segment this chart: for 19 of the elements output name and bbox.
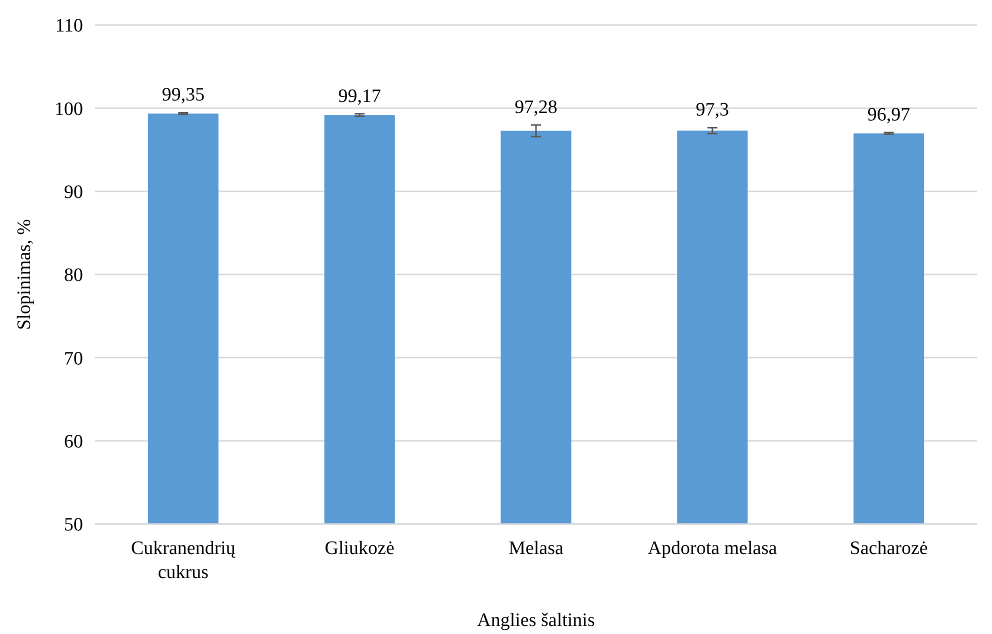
x-tick-label: Apdorota melasa (648, 538, 778, 559)
y-axis-title: Slopinimas, % (14, 218, 35, 330)
y-tick-label: 90 (64, 182, 83, 203)
y-tick-label: 70 (64, 348, 83, 370)
y-tick-label: 110 (55, 16, 83, 37)
y-tick-label: 60 (64, 431, 83, 452)
y-tick-label: 50 (64, 514, 83, 536)
data-label: 97,3 (696, 100, 730, 121)
x-tick-label: Cukranendrių cukrus (130, 538, 236, 583)
data-label: 97,28 (514, 96, 558, 118)
data-label: 99,17 (338, 86, 381, 107)
x-tick-label: Melasa (508, 538, 564, 559)
y-tick-label: 100 (54, 98, 83, 120)
data-label: 96,97 (867, 104, 910, 126)
y-tick-label: 80 (64, 265, 83, 286)
data-label: 99,35 (162, 84, 205, 106)
x-axis-title: Anglies šaltinis (477, 610, 595, 631)
x-tick-label: Gliukozė (324, 538, 394, 559)
x-tick-label: Sacharozė (850, 538, 928, 559)
